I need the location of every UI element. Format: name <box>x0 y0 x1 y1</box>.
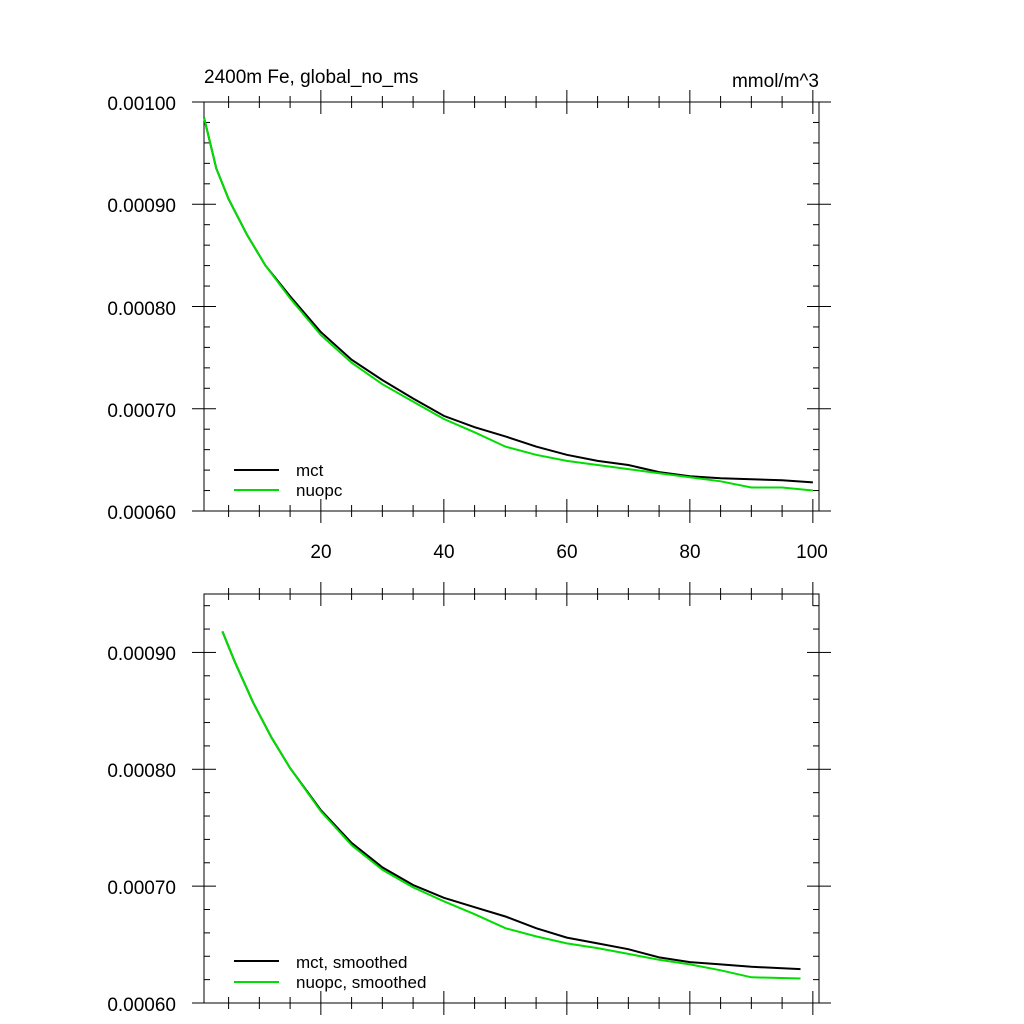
bottom-y-tick-label: 0.00080 <box>107 761 176 782</box>
top-x-tick-label: 40 <box>433 542 454 563</box>
top-y-tick-label: 0.00090 <box>107 196 176 217</box>
top-x-tick-label: 80 <box>679 542 700 563</box>
legend-label-nuopc: nuopc <box>296 481 343 500</box>
top-x-tick-label: 20 <box>310 542 331 563</box>
legend-label-nuopc-smoothed: nuopc, smoothed <box>296 973 426 992</box>
bottom-y-tick-label: 0.00090 <box>107 644 176 665</box>
chart-title: 2400m Fe, global_no_ms <box>204 67 418 88</box>
top-y-tick-label: 0.00070 <box>107 401 176 422</box>
bottom-y-tick-label: 0.00060 <box>107 995 176 1016</box>
legend-label-mct-smoothed: mct, smoothed <box>296 953 408 972</box>
bottom-y-tick-label: 0.00070 <box>107 878 176 899</box>
top-x-tick-label: 100 <box>796 542 828 563</box>
top-nuopc-series-line <box>203 117 813 492</box>
top-x-tick-label: 60 <box>556 542 577 563</box>
top-y-tick-label: 0.00080 <box>107 299 176 320</box>
bottom-plot-frame <box>203 593 820 1004</box>
top-y-tick-label: 0.00100 <box>107 94 176 115</box>
bottom-axis-ticks <box>192 582 831 1015</box>
top-y-tick-label: 0.00060 <box>107 503 176 524</box>
units-label: mmol/m^3 <box>732 71 819 92</box>
top-axis-ticks <box>192 90 831 523</box>
bottom-nuopc-smoothed-series-line <box>221 631 801 980</box>
legend-label-mct: mct <box>296 461 324 480</box>
